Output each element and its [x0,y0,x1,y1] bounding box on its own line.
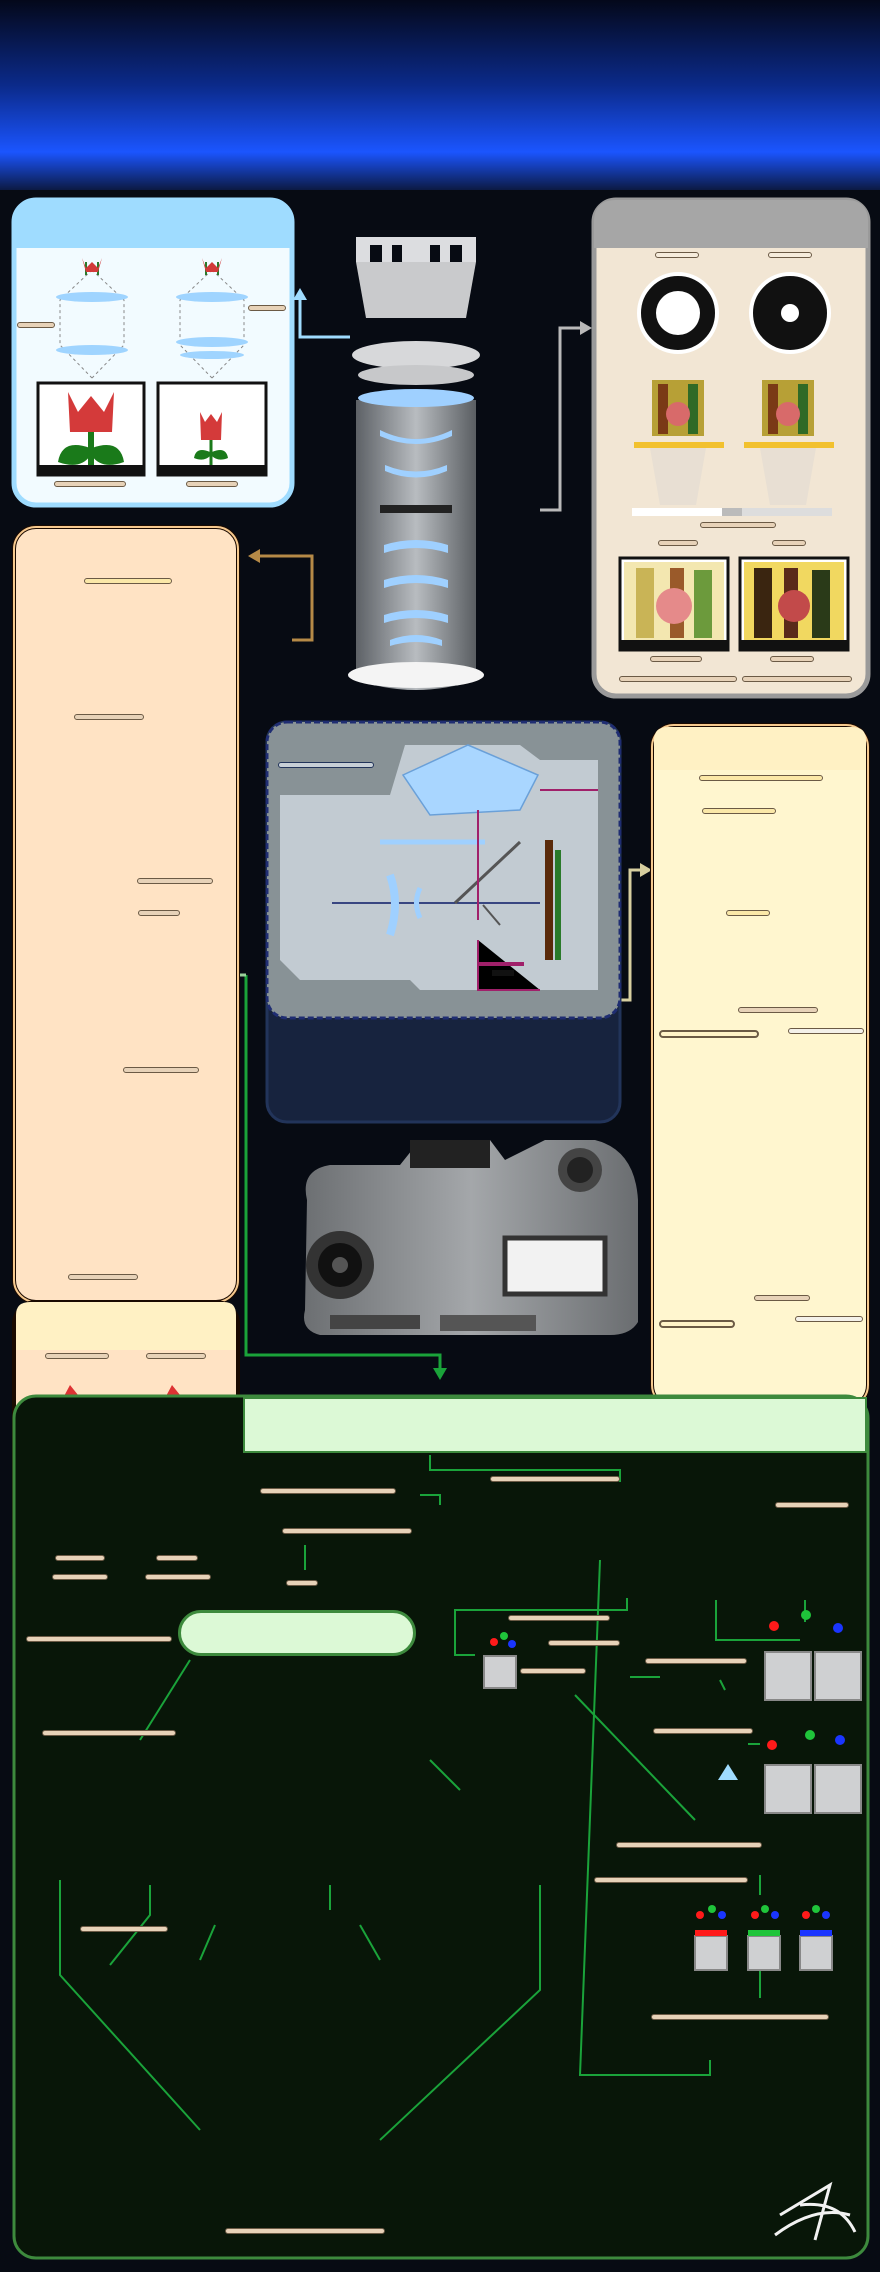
main-sensor-panel [12,1394,870,2260]
label-bayer-array [775,1502,849,1508]
label-f-low [655,252,699,258]
label-figure [260,1488,396,1494]
af-in-focus [659,1320,735,1328]
label-teeny [186,481,238,487]
label-fast [146,1353,206,1359]
af-no-intersection [788,1028,864,1034]
label-darker [770,656,814,662]
aperture-bouquets [632,380,834,516]
tulip-icon [82,258,222,275]
label-divide [42,1730,176,1736]
label-shallow [619,676,737,682]
aperture-blade-icon [637,272,831,354]
label-shutter-opens [137,878,213,884]
label-mirror-opens [74,714,144,720]
af-rays-label [702,808,776,814]
header-sky [0,0,880,190]
label-slow [45,1353,109,1359]
af-subtitle [699,775,823,781]
label-farther [248,305,286,311]
flow-arrows [59,1455,806,2141]
sensor-buckets [483,1610,862,1971]
label-each-box [508,1615,610,1621]
label-multiple [26,1636,172,1642]
shutter-subtitle [84,578,172,584]
label-light [700,522,776,528]
pentaprism [401,744,540,816]
label-blocking [594,1877,748,1883]
label-eff-darker [156,1555,198,1561]
dslr-camera-icon [304,1140,638,1335]
label-main-array [490,1476,620,1482]
label-green [282,1528,412,1534]
demosaic-title [178,1610,416,1656]
label-final [225,2228,385,2234]
label-brighter [650,656,702,662]
label-photons [520,1668,586,1674]
cross-section-label [278,762,374,768]
tulip-icon [58,392,228,468]
label-bucket [548,1640,620,1646]
label-average [80,1926,168,1932]
label-closer [17,322,55,328]
label-eff-brighter [55,1555,105,1561]
camera-lens-icon [348,237,484,690]
shutter-panel [12,525,240,1304]
label-f-high [768,252,812,258]
af-sensor-label [726,910,770,916]
label-less [772,540,806,546]
label-crisp [145,1574,211,1580]
label-more [658,540,698,546]
af-intersection [795,1316,863,1322]
af-dont-label [738,1007,818,1013]
af-out-of-focus [659,1030,759,1038]
label-tiny-mirrors [653,1728,753,1734]
label-shutter-closes [123,1067,199,1073]
label-reconstruct [651,2014,829,2020]
zoom-optics [56,269,248,379]
label-greater [742,676,852,682]
label-big [54,481,126,487]
label-sensor-exposed [138,910,180,916]
logo-icon [774,2181,857,2241]
label-blur [52,1574,108,1580]
af-align-label [754,1295,810,1301]
label-mirror-closes [68,1274,138,1280]
label-so [286,1580,318,1586]
label-lose-light [645,1658,747,1664]
label-differentiate [616,1842,762,1848]
autofocus-panel [650,723,870,1409]
